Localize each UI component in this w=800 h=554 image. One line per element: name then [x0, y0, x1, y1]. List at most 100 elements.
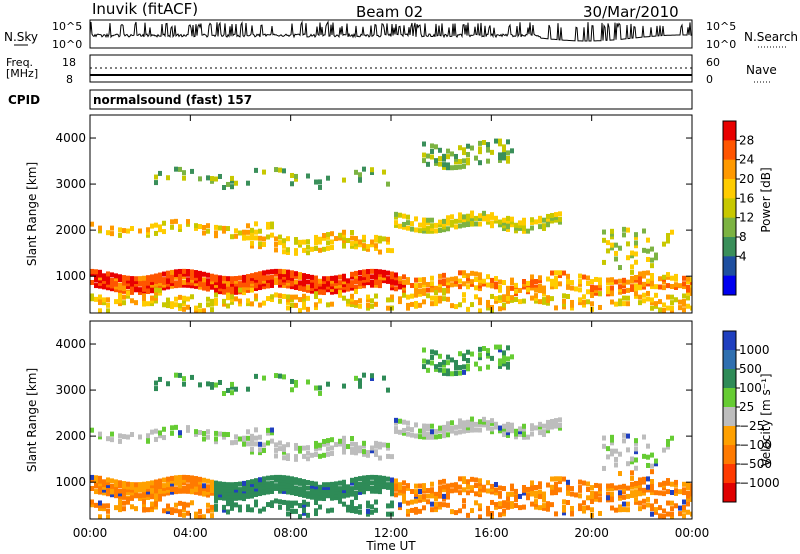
heatmap-cell: [162, 508, 166, 514]
heatmap-cell: [278, 274, 282, 280]
heatmap-cell: [518, 505, 522, 511]
heatmap-cell: [362, 277, 366, 283]
heatmap-cell: [506, 427, 510, 433]
heatmap-cell: [622, 486, 626, 492]
heatmap-cell: [314, 245, 318, 251]
heatmap-cell: [490, 510, 494, 516]
heatmap-cell: [634, 489, 638, 495]
heatmap-cell: [542, 285, 546, 291]
heatmap-cell: [514, 297, 518, 303]
heatmap-cell: [394, 486, 398, 492]
heatmap-cell: [410, 507, 414, 513]
heatmap-cell: [670, 481, 674, 487]
heatmap-cell: [502, 155, 506, 161]
heatmap-cell: [146, 288, 150, 294]
heatmap-cell: [374, 243, 378, 249]
heatmap-cell: [118, 507, 122, 513]
heatmap-cell: [478, 283, 482, 289]
heatmap-cell: [350, 241, 354, 247]
heatmap-cell: [218, 379, 222, 385]
heatmap-cell: [386, 482, 390, 488]
heatmap-cell: [426, 432, 430, 438]
heatmap-cell: [386, 276, 390, 282]
heatmap-cell: [306, 173, 310, 179]
heatmap-cell: [502, 355, 506, 361]
heatmap-cell: [290, 270, 294, 276]
heatmap-cell: [554, 305, 558, 311]
heatmap-cell: [322, 246, 326, 252]
heatmap-cell: [434, 428, 438, 434]
heatmap-cell: [406, 305, 410, 311]
heatmap-cell: [206, 434, 210, 440]
heatmap-cell: [162, 285, 166, 291]
heatmap-cell: [142, 275, 146, 281]
heatmap-cell: [114, 482, 118, 488]
heatmap-cell: [690, 488, 692, 494]
heatmap-cell: [646, 476, 650, 482]
heatmap-cell: [526, 486, 530, 492]
heatmap-cell: [398, 278, 402, 284]
heatmap-cell: [146, 507, 150, 513]
heatmap-cell: [546, 297, 550, 303]
heatmap-cell: [338, 282, 342, 288]
heatmap-cell: [650, 469, 654, 475]
heatmap-cell: [378, 238, 382, 244]
heatmap-cell: [442, 281, 446, 287]
cpid-label: CPID: [8, 93, 40, 107]
heatmap-cell: [422, 223, 426, 229]
heatmap-cell: [562, 499, 566, 505]
heatmap-cell: [470, 485, 474, 491]
heatmap-cell: [110, 231, 114, 237]
heatmap-cell: [666, 478, 670, 484]
heatmap-cell: [542, 217, 546, 223]
heatmap-cell: [422, 496, 426, 502]
heatmap-cell: [230, 487, 234, 493]
heatmap-cell: [282, 483, 286, 489]
heatmap-cell: [186, 304, 190, 310]
heatmap-cell: [298, 297, 302, 303]
heatmap-cell: [310, 288, 314, 294]
heatmap-cell: [506, 502, 510, 508]
heatmap-cell: [150, 485, 154, 491]
heatmap-cell: [462, 281, 466, 287]
heatmap-cell: [258, 434, 262, 440]
heatmap-cell: [606, 289, 610, 295]
heatmap-cell: [622, 280, 626, 286]
heatmap-cell: [290, 500, 294, 506]
heatmap-cell: [506, 218, 510, 224]
heatmap-cell: [234, 284, 238, 290]
heatmap-cell: [498, 347, 502, 353]
heatmap-cell: [98, 500, 102, 506]
heatmap-cell: [238, 493, 242, 499]
heatmap-cell: [394, 417, 398, 423]
heatmap-cell: [262, 241, 266, 247]
heatmap-cell: [102, 479, 106, 485]
heatmap-cell: [362, 274, 366, 280]
heatmap-cell: [566, 499, 570, 505]
heatmap-cell: [562, 504, 566, 510]
heatmap-cell: [682, 284, 686, 290]
heatmap-cell: [182, 274, 186, 280]
heatmap-cell: [690, 282, 692, 288]
heatmap-cell: [690, 494, 692, 500]
heatmap-cell: [614, 448, 618, 454]
heatmap-cell: [646, 443, 650, 449]
heatmap-cell: [386, 247, 390, 253]
heatmap-cell: [578, 300, 582, 306]
heatmap-cell: [470, 476, 474, 482]
heatmap-cell: [366, 274, 370, 280]
heatmap-cell: [382, 484, 386, 490]
heatmap-cell: [298, 285, 302, 291]
heatmap-cell: [410, 432, 414, 438]
heatmap-cell: [578, 479, 582, 485]
heatmap-cell: [150, 223, 154, 229]
heatmap-cell: [222, 286, 226, 292]
heatmap-cell: [186, 221, 190, 227]
heatmap-cell: [218, 173, 222, 179]
heatmap-cell: [206, 286, 210, 292]
heatmap-cell: [166, 506, 170, 512]
heatmap-cell: [270, 483, 274, 489]
heatmap-cell: [446, 218, 450, 224]
heatmap-cell: [270, 438, 274, 444]
heatmap-cell: [382, 275, 386, 281]
